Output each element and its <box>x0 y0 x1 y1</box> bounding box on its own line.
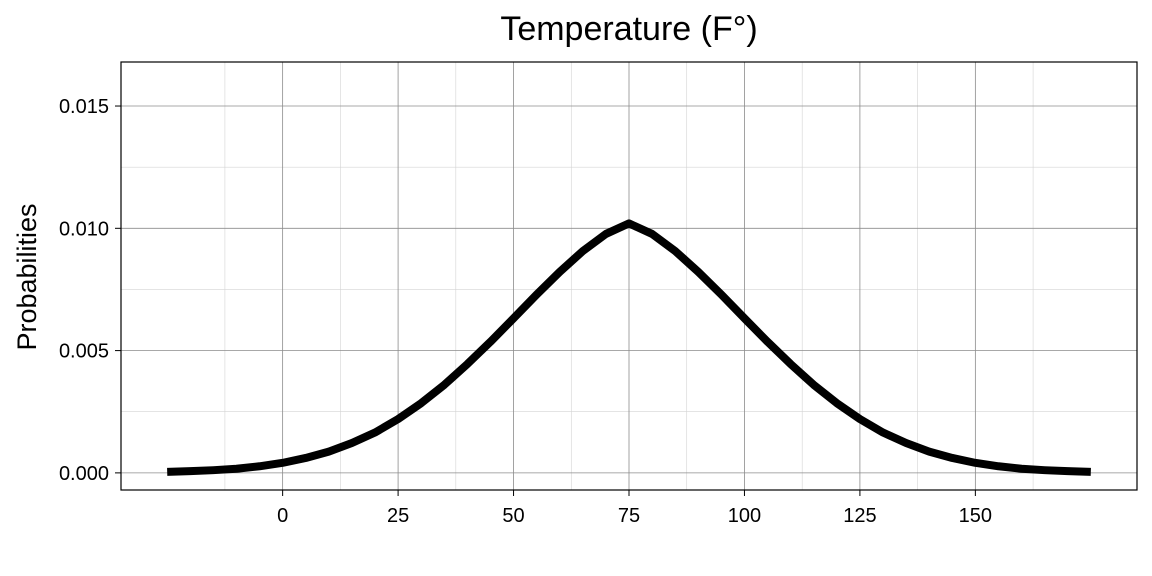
x-axis-ticks: 0 25 50 75 100 125 150 <box>277 490 992 527</box>
y-axis-title: Probabilities <box>12 203 42 350</box>
x-tick-label: 125 <box>843 505 876 527</box>
x-tick-label: 50 <box>502 505 524 527</box>
y-tick-label: 0.015 <box>59 96 109 118</box>
chart-title: Temperature (F°) <box>500 10 757 48</box>
y-tick-label: 0.005 <box>59 341 109 363</box>
x-tick-label: 100 <box>728 505 761 527</box>
major-gridlines <box>121 62 1137 490</box>
y-tick-label: 0.010 <box>59 218 109 240</box>
series-line <box>167 219 1091 476</box>
y-tick-label: 0.000 <box>59 463 109 485</box>
series-layer <box>167 219 1091 476</box>
x-tick-label: 150 <box>959 505 992 527</box>
x-tick-label: 25 <box>387 505 409 527</box>
x-tick-label: 75 <box>618 505 640 527</box>
y-axis-ticks: 0.000 0.005 0.010 0.015 <box>59 96 121 485</box>
x-tick-label: 0 <box>277 505 288 527</box>
